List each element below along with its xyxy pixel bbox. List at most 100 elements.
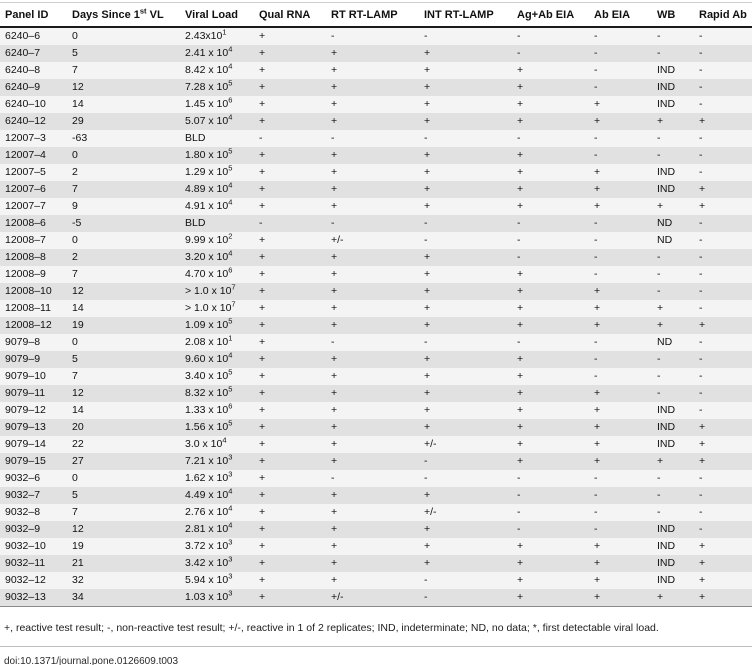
result-cell: -: [424, 30, 428, 42]
result-cell: -: [594, 81, 598, 93]
result-cell: +: [594, 421, 601, 433]
result-cell: +: [517, 404, 524, 416]
result-cell: +: [594, 574, 601, 586]
result-cell: 1.45 x 106: [185, 96, 233, 110]
result-cell: +: [594, 285, 601, 297]
result-cell: -: [699, 353, 703, 365]
result-cell: BLD: [185, 132, 206, 144]
table-footnote: +, reactive test result; -, non-reactive…: [4, 622, 659, 634]
result-cell: -: [657, 506, 661, 518]
result-cell: +: [594, 319, 601, 331]
result-cell: +: [589, 589, 652, 607]
panel-id-cell: 9032–13: [0, 589, 67, 607]
result-cell: +: [424, 557, 431, 569]
panel-id-cell: 9079–10: [5, 370, 46, 382]
result-cell: 0: [72, 472, 78, 484]
result-cell: +: [517, 574, 524, 586]
table-row: 12007–6 7 4.89 x 104 + + + + + IND +: [0, 181, 752, 198]
result-cell: +: [254, 589, 326, 607]
result-cell: +: [331, 319, 338, 331]
result-cell: +: [517, 64, 524, 76]
result-cell: +: [259, 370, 266, 382]
panel-id-cell: 6240–9: [5, 81, 41, 93]
result-cell: +: [517, 149, 524, 161]
result-cell: IND: [657, 404, 676, 416]
result-cell: +: [259, 438, 266, 450]
result-cell: +: [517, 421, 524, 433]
result-cell: +: [517, 387, 524, 399]
result-cell: +: [259, 200, 266, 212]
result-cell: -: [699, 489, 703, 501]
result-cell: +/-: [331, 234, 344, 246]
result-cell: +: [517, 370, 524, 382]
result-cell: -: [259, 132, 263, 144]
result-cell: -: [699, 268, 703, 280]
result-cell: -: [699, 132, 703, 144]
result-cell: -: [424, 455, 428, 467]
result-cell: -: [699, 98, 703, 110]
result-cell: +/-: [326, 589, 419, 607]
result-cell: +: [331, 268, 338, 280]
column-header: Panel ID: [0, 2, 67, 28]
result-cell: 1.29 x 105: [185, 164, 233, 178]
result-cell: +: [259, 98, 266, 110]
result-cell: +: [424, 404, 431, 416]
panel-id-cell: 12008–12: [5, 319, 52, 331]
result-cell: +: [657, 200, 664, 212]
panel-id-cell: 12008–11: [5, 302, 51, 314]
result-cell: +: [331, 387, 338, 399]
column-header: Viral Load: [180, 2, 254, 28]
result-cell: 2: [72, 251, 78, 263]
result-cell: +: [331, 200, 338, 212]
table-row: 9079–10 7 3.40 x 105 + + + + - - -: [0, 368, 752, 385]
result-cell: -: [699, 30, 703, 42]
result-cell: +: [594, 455, 601, 467]
result-cell: +: [517, 166, 524, 178]
result-cell: 21: [72, 557, 84, 569]
result-cell: +: [517, 353, 524, 365]
result-cell: -: [424, 132, 428, 144]
result-cell: +: [331, 438, 338, 450]
result-cell: +: [517, 200, 524, 212]
result-cell: +: [331, 98, 338, 110]
result-cell: +: [594, 302, 601, 314]
result-cell: +: [512, 589, 589, 607]
result-cell: IND: [657, 183, 676, 195]
result-cell: -: [594, 353, 598, 365]
result-cell: +: [259, 523, 266, 535]
result-cell: +: [331, 285, 338, 297]
table-row: 9032–9 12 2.81 x 104 + + + - - IND -: [0, 521, 752, 538]
result-cell: 4.49 x 104: [185, 487, 233, 501]
result-cell: -: [424, 234, 428, 246]
panel-id-cell: 9032–8: [5, 506, 41, 518]
result-cell: +: [594, 166, 601, 178]
result-cell: > 1.0 x 107: [185, 300, 236, 314]
result-cell: +: [424, 387, 431, 399]
result-cell: 1.03 x 103: [180, 589, 254, 607]
result-cell: IND: [657, 64, 676, 76]
result-cell: +: [259, 268, 266, 280]
result-cell: 2: [72, 166, 78, 178]
table-row: 12007–3 -63 BLD - - - - - - -: [0, 130, 752, 147]
result-cell: -: [699, 81, 703, 93]
result-cell: +: [331, 166, 338, 178]
results-table: Panel ID Days Since 1st VL Viral Load Qual …: [0, 2, 752, 607]
result-cell: 19: [72, 540, 84, 552]
result-cell: -: [657, 472, 661, 484]
result-cell: -: [657, 30, 661, 42]
table-row: 6240–12 29 5.07 x 104 + + + + + + +: [0, 113, 752, 130]
result-cell: 32: [72, 574, 84, 586]
result-cell: +: [259, 489, 266, 501]
result-cell: 8.42 x 104: [185, 62, 233, 76]
result-cell: 5: [72, 353, 78, 365]
result-cell: -: [699, 472, 703, 484]
result-cell: -: [594, 251, 598, 263]
result-cell: -: [699, 217, 703, 229]
panel-id-cell: 6240–6: [5, 30, 41, 42]
panel-id-cell: 9079–9: [5, 353, 41, 365]
table-row: 9079–9 5 9.60 x 104 + + + + - - -: [0, 351, 752, 368]
result-cell: +: [517, 557, 524, 569]
result-cell: +: [594, 540, 601, 552]
result-cell: +: [259, 285, 266, 297]
